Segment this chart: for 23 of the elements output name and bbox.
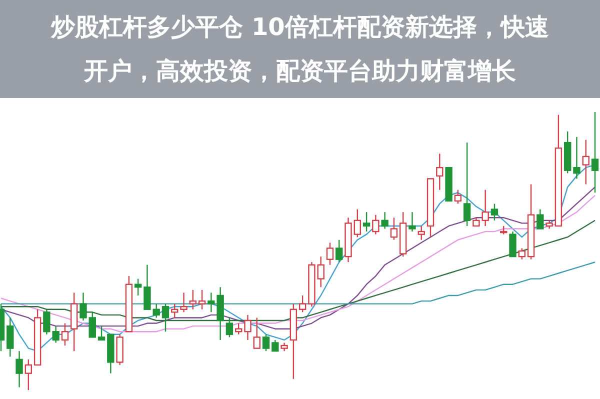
candlestick (116, 334, 124, 366)
candlestick (280, 342, 288, 352)
candlestick (70, 292, 78, 352)
candlestick (436, 153, 444, 190)
candlestick (80, 292, 87, 322)
candlestick (180, 292, 188, 313)
candlestick (546, 220, 553, 230)
candlestick (16, 350, 23, 388)
candlestick (208, 292, 215, 313)
candlestick (317, 256, 324, 288)
candlestick (43, 308, 50, 335)
candlestick (408, 211, 416, 232)
chart-title: 炒股杠杆多少平仓 10倍杠杆配资新选择，快速开户，高效投资，配资平台助力财富增长 (0, 0, 600, 98)
candlestick (52, 325, 60, 344)
candlestick (372, 214, 380, 235)
candlestick (244, 314, 252, 341)
candlestick (381, 211, 388, 230)
candlestick (344, 217, 352, 263)
candlestick (216, 286, 224, 341)
candlestick (482, 189, 489, 227)
candlestick (591, 111, 599, 194)
candlestick (573, 136, 580, 180)
candlestick (582, 139, 590, 185)
